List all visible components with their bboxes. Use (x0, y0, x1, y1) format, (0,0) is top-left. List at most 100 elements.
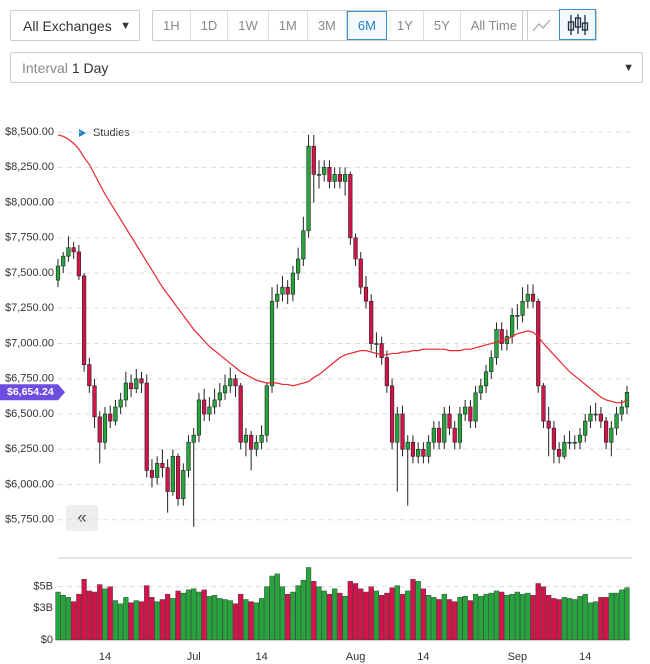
volume-bar (128, 602, 134, 641)
volume-bar (185, 589, 192, 641)
volume-bar (347, 581, 353, 641)
volume-bar (232, 603, 239, 641)
candle-icon[interactable] (558, 9, 597, 40)
candle-body (332, 174, 337, 182)
volume-bar (415, 581, 421, 641)
exchange-select[interactable]: All Exchanges ▼ (10, 10, 140, 41)
volume-bar (410, 579, 416, 641)
candle-body (280, 286, 285, 295)
volume-bar (488, 592, 494, 641)
volume-bar (603, 597, 609, 641)
candle-body (108, 413, 113, 422)
volume-bar (118, 603, 124, 641)
y-tick-label: $8,000.00 (5, 196, 54, 208)
candle-body (410, 441, 416, 457)
candle-body (290, 272, 296, 295)
candle-body (609, 427, 614, 443)
volume-bar (509, 593, 515, 641)
candle-body (76, 251, 81, 277)
volume-bar (473, 593, 479, 641)
volume-bar (238, 593, 244, 641)
candle-body (525, 293, 530, 302)
volume-bar (279, 586, 286, 641)
studies-icon (79, 129, 86, 137)
chart-type-group (522, 9, 597, 41)
candle-body (238, 385, 243, 443)
y-tick-label: $7,250.00 (5, 302, 54, 314)
volume-bar (535, 583, 541, 641)
y-tick-label: $8,250.00 (5, 161, 54, 173)
volume-bar (436, 599, 442, 641)
candle-body (588, 413, 593, 422)
line-icon[interactable] (523, 11, 559, 40)
volume-bar (138, 601, 145, 641)
volume-bar (264, 586, 270, 641)
candle-body (494, 329, 499, 358)
volume-bar (499, 591, 505, 641)
volume-bar (457, 597, 463, 641)
candle-body (228, 378, 233, 387)
volume-bar (248, 601, 254, 641)
candle-body (181, 470, 186, 499)
candle-body (583, 420, 588, 436)
volume-bar (566, 598, 573, 641)
caret: ▼ (120, 19, 131, 32)
candle-body (395, 413, 400, 443)
candle-body (624, 391, 630, 408)
volume-bar (426, 595, 432, 641)
range-button[interactable]: 1D (191, 11, 229, 40)
candle-body (71, 247, 76, 253)
volume-bar (133, 600, 139, 641)
candle-body (405, 441, 410, 450)
volume-bar (102, 588, 108, 641)
volume-bar (76, 593, 82, 641)
last-price-label: $6,654.24 (7, 386, 54, 398)
candle-body (327, 167, 332, 182)
candle-body (296, 258, 301, 274)
candle-body (316, 174, 322, 176)
range-button[interactable]: All Time (470, 18, 517, 33)
candle-body (102, 413, 108, 443)
candle-body (342, 174, 348, 182)
range-button[interactable]: 3M (308, 11, 347, 40)
range-button[interactable]: 6M (346, 11, 387, 40)
y-tick-label: $7,750.00 (5, 232, 54, 244)
volume-bar (258, 598, 265, 641)
y-tick-label: $6,500.00 (5, 408, 54, 420)
candle-body (436, 427, 442, 443)
candle-body (551, 427, 556, 450)
candle-body (421, 448, 426, 457)
caret: ▼ (623, 61, 634, 74)
range-button[interactable]: 5Y (424, 11, 461, 40)
candle-body (536, 300, 541, 387)
volume-bar (546, 595, 552, 641)
range-button[interactable]: 1M (269, 11, 308, 40)
volume-bar (394, 585, 400, 641)
candle-body (598, 413, 603, 422)
range-button[interactable]: 1W (228, 11, 269, 40)
volume-bar (483, 593, 489, 641)
volume-bar (154, 601, 160, 641)
collapse-button (66, 505, 98, 531)
volume-bar (504, 595, 510, 641)
x-tick-label: Jul (187, 651, 201, 663)
candle-body (473, 392, 478, 422)
candle-body (520, 300, 525, 316)
candle-body (217, 392, 222, 401)
volume-tick-label: $0 (41, 634, 53, 646)
x-tick-label: Sep (508, 651, 528, 663)
candle-body (557, 448, 562, 457)
candle-body (97, 416, 102, 443)
range-button[interactable]: 1Y (387, 11, 424, 40)
candle-body (478, 385, 483, 394)
volume-bar (196, 591, 202, 641)
interval-select[interactable]: Interval 1 Day ▼ (10, 52, 643, 83)
candle-body (389, 385, 395, 443)
candle-body (337, 174, 342, 182)
volume-bar (572, 599, 578, 641)
volume-bar (170, 598, 176, 641)
volume-bar (316, 586, 322, 641)
range-group: 1H 1D 1W 1M 3M 6M 1Y 5Y All Time (152, 10, 528, 41)
range-button[interactable]: 1H (153, 11, 191, 40)
